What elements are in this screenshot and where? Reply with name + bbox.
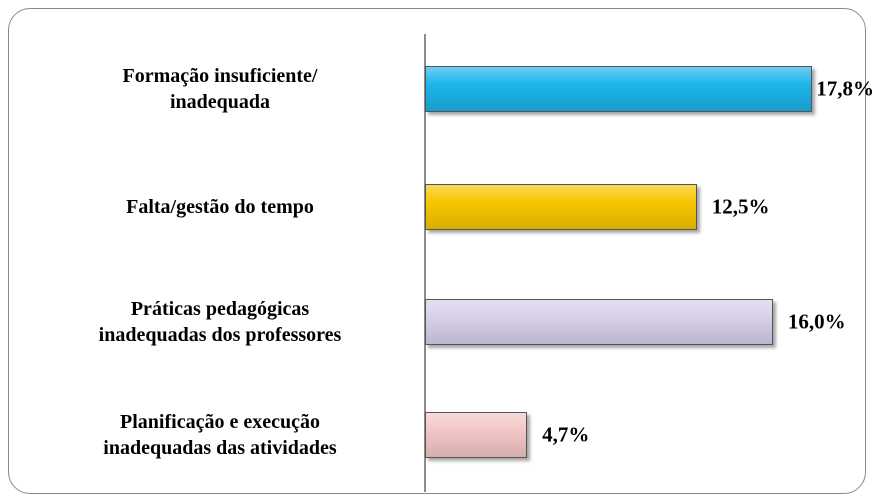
category-label: Planificação e execução inadequadas das … [103,411,337,459]
category-label: Formação insuficiente/ inadequada [122,65,318,113]
axis-line [424,34,426,492]
value-label: 4,7% [542,422,590,447]
value-label: 16,0% [787,309,846,334]
frame [8,8,866,494]
bar [425,66,812,112]
bar [425,299,773,345]
bar [425,184,697,230]
value-label: 17,8% [816,76,874,101]
bar [425,412,528,458]
value-label: 12,5% [711,194,770,219]
category-label: Falta/gestão do tempo [126,196,314,218]
category-label: Práticas pedagógicas inadequadas dos pro… [98,298,342,346]
